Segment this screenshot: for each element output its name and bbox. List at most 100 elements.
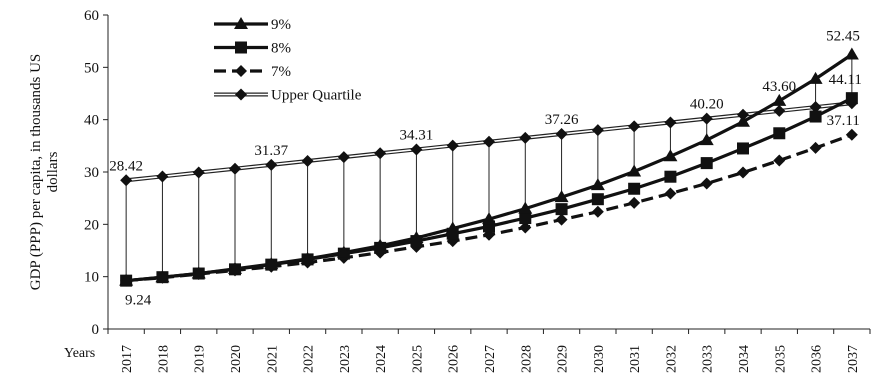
data-point [519, 221, 532, 234]
data-point [628, 196, 641, 209]
data-point [192, 166, 205, 179]
series-upper-quartile [120, 97, 858, 187]
x-tick-label: 2033 [701, 345, 716, 373]
y-tick-label: 0 [92, 322, 100, 338]
data-point [591, 205, 604, 218]
data-label: 28.42 [109, 158, 143, 174]
data-point [844, 47, 859, 60]
data-point [156, 170, 169, 183]
data-label: 43.60 [762, 79, 796, 95]
data-point [700, 177, 713, 190]
x-tick-label: 2019 [193, 345, 208, 373]
data-point [590, 178, 605, 191]
y-tick-label: 40 [84, 113, 99, 129]
data-point [773, 154, 786, 167]
data-point [809, 110, 822, 123]
data-point [627, 164, 642, 177]
legend-item: 8% [214, 41, 291, 57]
data-point [229, 162, 241, 175]
data-point [300, 251, 315, 264]
legend-item: Upper Quartile [214, 88, 362, 104]
data-point [445, 221, 460, 234]
data-point [373, 238, 388, 251]
data-point [737, 142, 749, 155]
data-point [191, 266, 206, 279]
data-point [664, 187, 677, 200]
data-point [809, 141, 822, 154]
legend-label: 7% [271, 64, 291, 80]
data-label: 52.45 [826, 29, 860, 45]
data-point [265, 158, 278, 171]
data-label: 44.11 [829, 72, 862, 88]
y-tick-label: 50 [84, 60, 99, 76]
data-point [482, 212, 496, 225]
data-point [737, 166, 749, 179]
data-point [555, 128, 568, 141]
legend-marker [235, 88, 247, 101]
x-tick-label: 2037 [846, 345, 861, 373]
data-point [446, 139, 459, 152]
data-point [808, 71, 823, 84]
data-point [264, 257, 279, 270]
data-point [664, 170, 677, 183]
data-point [518, 201, 533, 214]
x-tick-label: 2031 [628, 345, 643, 373]
data-point [301, 155, 314, 168]
data-label: 40.20 [690, 97, 724, 113]
y-tick-label: 60 [84, 8, 99, 24]
data-point [555, 203, 568, 216]
y-tick-label: 30 [84, 165, 99, 181]
data-point [410, 143, 423, 156]
data-point [119, 273, 134, 286]
data-point [700, 112, 713, 125]
x-tick-label: 2024 [374, 345, 389, 373]
x-tick-label: 2022 [302, 345, 317, 373]
data-point [409, 230, 424, 243]
x-tick-label: 2034 [737, 345, 752, 373]
data-point [628, 182, 641, 195]
legend-item: 7% [214, 64, 291, 80]
legend-marker [234, 17, 248, 29]
x-tick-label: 2027 [483, 345, 498, 373]
data-point [664, 116, 677, 129]
x-tick-label: 2036 [810, 345, 825, 373]
legend-label: 8% [271, 41, 291, 57]
series-layer [119, 47, 859, 287]
data-label: 9.24 [125, 293, 152, 309]
data-point [699, 133, 714, 146]
data-point [773, 104, 786, 117]
legend-item: 9% [214, 17, 291, 33]
data-point [519, 212, 532, 225]
data-label: 31.37 [254, 143, 288, 159]
data-point [772, 93, 787, 106]
data-point [845, 128, 858, 141]
data-point [337, 151, 350, 164]
x-axis-title: Years [64, 346, 96, 361]
data-point [555, 213, 568, 226]
data-point [773, 127, 786, 140]
x-tick-label: 2023 [338, 345, 353, 373]
x-tick-label: 2025 [410, 345, 425, 373]
legend-marker [235, 41, 247, 54]
data-point [628, 120, 641, 133]
legend-label: 9% [271, 17, 291, 33]
data-point [374, 147, 387, 160]
data-point [809, 101, 822, 114]
data-point [228, 261, 242, 274]
data-point [736, 114, 750, 127]
data-point [663, 149, 678, 162]
data-label: 37.26 [545, 112, 579, 128]
data-label: 37.11 [827, 113, 860, 129]
x-tick-label: 2017 [120, 345, 135, 373]
x-tick-label: 2032 [664, 345, 679, 373]
data-point [845, 92, 858, 105]
legend-label: Upper Quartile [271, 88, 362, 104]
x-tick-label: 2028 [519, 345, 534, 373]
data-label: 34.31 [400, 127, 434, 143]
data-point [483, 135, 495, 148]
legend: 9% 8% 7% Upper Quartile [214, 17, 362, 104]
data-point [120, 174, 133, 187]
legend-marker [235, 65, 247, 77]
x-tick-label: 2020 [229, 345, 244, 373]
